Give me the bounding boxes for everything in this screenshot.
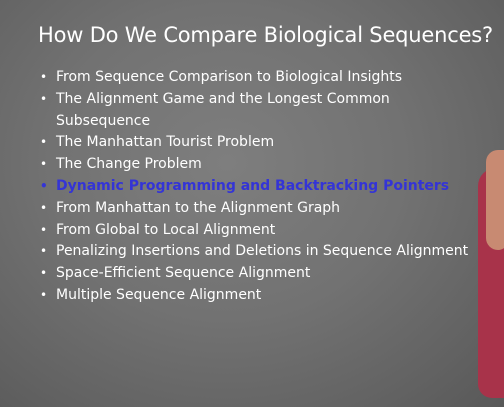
topic-item: • Space-Efficient Sequence Alignment	[36, 263, 476, 285]
topic-label: Penalizing Insertions and Deletions in S…	[56, 243, 469, 260]
topic-item-current: • Dynamic Programming and Backtracking P…	[36, 176, 476, 198]
topic-label: The Alignment Game and the Longest Commo…	[56, 90, 390, 129]
bullet-icon: •	[40, 266, 48, 281]
topic-label: Space-Efficient Sequence Alignment	[56, 265, 311, 282]
bullet-icon: •	[40, 178, 48, 193]
topic-label: The Manhattan Tourist Problem	[56, 134, 275, 151]
topic-item: • From Sequence Comparison to Biological…	[36, 67, 476, 89]
topic-label: From Manhattan to the Alignment Graph	[56, 199, 341, 216]
topic-item: • From Global to Local Alignment	[36, 220, 476, 242]
topic-item: • The Change Problem	[36, 154, 476, 176]
bullet-icon: •	[40, 200, 48, 215]
topic-item: • Penalizing Insertions and Deletions in…	[36, 241, 476, 263]
bullet-icon: •	[40, 222, 48, 237]
topic-label: Multiple Sequence Alignment	[56, 286, 262, 303]
bullet-icon: •	[40, 244, 48, 259]
topic-label: From Sequence Comparison to Biological I…	[56, 69, 403, 85]
topic-label: From Global to Local Alignment	[56, 221, 276, 238]
bullet-icon: •	[40, 91, 48, 106]
presenter-arm	[486, 150, 504, 250]
bullet-icon: •	[40, 287, 48, 302]
bullet-icon: •	[40, 70, 48, 84]
bullet-icon: •	[40, 157, 48, 172]
bullet-icon: •	[40, 135, 48, 150]
topic-item: • From Manhattan to the Alignment Graph	[36, 198, 476, 220]
topic-label: Dynamic Programming and Backtracking Poi…	[56, 177, 450, 194]
topic-label: The Change Problem	[56, 156, 202, 173]
topic-item: • The Manhattan Tourist Problem	[36, 132, 476, 154]
topic-list: • From Sequence Comparison to Biological…	[36, 67, 476, 307]
topic-item: • The Alignment Game and the Longest Com…	[36, 89, 476, 133]
presenter	[474, 150, 504, 398]
slide-title: How Do We Compare Biological Sequences?	[38, 23, 493, 47]
topic-item: • Multiple Sequence Alignment	[36, 285, 476, 307]
